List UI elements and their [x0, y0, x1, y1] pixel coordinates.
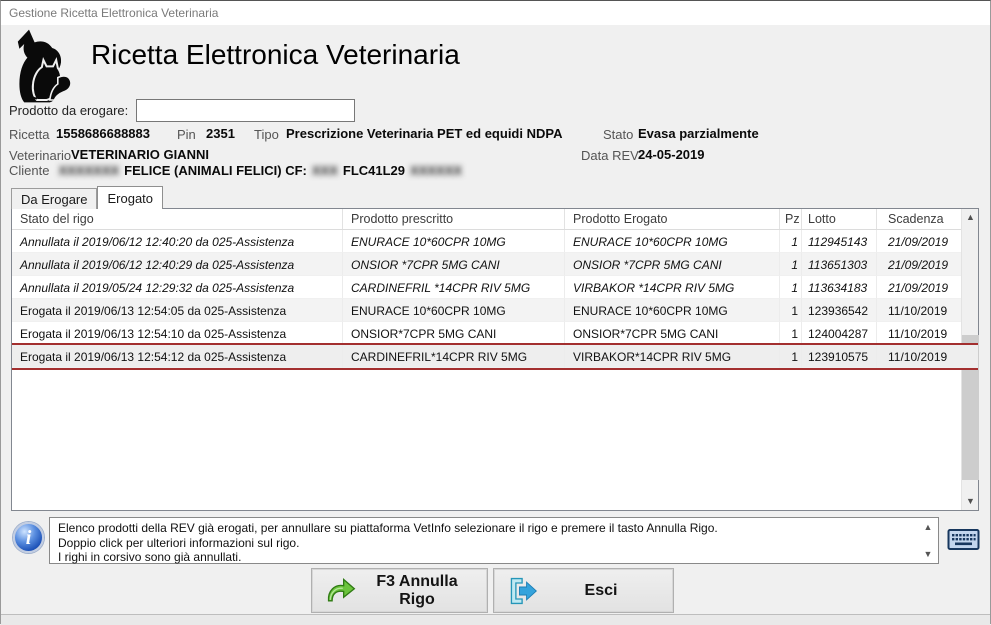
info-line-3: I righi in corsivo sono già annullati.: [58, 550, 242, 564]
cell-stato-del-rigo: Erogata il 2019/06/13 12:54:12 da 025-As…: [12, 345, 343, 368]
data-rev-value: 24-05-2019: [638, 147, 705, 162]
cell-stato-del-rigo: Erogata il 2019/06/13 12:54:10 da 025-As…: [12, 322, 343, 345]
bottom-strip: [1, 614, 990, 625]
cell-prodotto-erogato: ENURACE 10*60CPR 10MG: [565, 230, 780, 253]
cell-pz: 1: [780, 322, 802, 345]
cell-scadenza: 21/09/2019: [877, 230, 961, 253]
table-row[interactable]: Erogata il 2019/06/13 12:54:05 da 025-As…: [12, 299, 978, 322]
tab-erogato[interactable]: Erogato: [97, 186, 164, 209]
annulla-rigo-label: F3 Annulla Rigo: [376, 572, 458, 608]
cell-pz: 1: [780, 299, 802, 322]
esci-label: Esci: [584, 581, 618, 599]
stato-label: Stato: [603, 127, 634, 142]
cell-prodotto-prescritto: ENURACE 10*60CPR 10MG: [343, 230, 565, 253]
title-bar: Gestione Ricetta Elettronica Veterinaria: [1, 1, 990, 25]
cell-scadenza: 21/09/2019: [877, 276, 961, 299]
cell-scadenza: 11/10/2019: [877, 299, 961, 322]
cell-prodotto-erogato: ONSIOR*7CPR 5MG CANI: [565, 322, 780, 345]
ricetta-label: Ricetta: [9, 127, 50, 142]
cell-lotto: 123936542: [802, 299, 877, 322]
exit-icon: [510, 577, 537, 604]
info-line-1: Elenco prodotti della REV già erogati, p…: [58, 521, 718, 535]
tipo-value: Prescrizione Veterinaria PET ed equidi N…: [286, 126, 563, 141]
scrollbar-thumb[interactable]: [962, 335, 979, 480]
cell-prodotto-erogato: VIRBAKOR*14CPR RIV 5MG: [565, 345, 780, 368]
col-prodotto-erogato[interactable]: Prodotto Erogato: [565, 209, 780, 229]
cell-prodotto-prescritto: CARDINEFRIL *14CPR RIV 5MG: [343, 276, 565, 299]
tipo-label: Tipo: [254, 127, 279, 142]
data-rev-label: Data REV: [581, 148, 639, 163]
cell-prodotto-prescritto: ENURACE 10*60CPR 10MG: [343, 299, 565, 322]
veterinario-value: VETERINARIO GIANNI: [71, 147, 209, 162]
cliente-redacted-cf-end: XXXXXX: [410, 163, 463, 178]
tab-da-erogare[interactable]: Da Erogare: [11, 188, 98, 209]
erogato-table-panel: Stato del rigo Prodotto prescritto Prodo…: [11, 208, 979, 511]
cliente-label: Cliente: [9, 163, 50, 178]
scroll-up-icon[interactable]: ▲︎: [966, 212, 975, 222]
cell-lotto: 113651303: [802, 253, 877, 276]
info-scroll-down-icon[interactable]: ▼︎: [923, 549, 933, 559]
cell-prodotto-prescritto: CARDINEFRIL*14CPR RIV 5MG: [343, 345, 565, 368]
ricetta-value: 1558686688883: [56, 126, 150, 141]
page-title: Ricetta Elettronica Veterinaria: [91, 39, 460, 70]
info-message-box: Elenco prodotti della REV già erogati, p…: [49, 517, 939, 564]
cliente-redacted-name: XXXXXXX: [58, 163, 120, 178]
cell-lotto: 112945143: [802, 230, 877, 253]
table-row[interactable]: Annullata il 2019/06/12 12:40:29 da 025-…: [12, 253, 978, 276]
col-scadenza[interactable]: Scadenza: [888, 212, 944, 226]
cell-prodotto-prescritto: ONSIOR*7CPR 5MG CANI: [343, 322, 565, 345]
prodotto-da-erogare-input[interactable]: [136, 99, 355, 122]
cell-prodotto-erogato: ONSIOR *7CPR 5MG CANI: [565, 253, 780, 276]
cell-prodotto-erogato: VIRBAKOR *14CPR RIV 5MG: [565, 276, 780, 299]
dog-cat-logo-icon: [17, 29, 72, 103]
cell-stato-del-rigo: Annullata il 2019/05/24 12:29:32 da 025-…: [12, 276, 343, 299]
col-lotto[interactable]: Lotto: [802, 209, 877, 229]
scroll-down-icon[interactable]: ▼︎: [966, 496, 975, 506]
cell-scadenza: 21/09/2019: [877, 253, 961, 276]
cell-pz: 1: [780, 276, 802, 299]
cell-scadenza: 11/10/2019: [877, 322, 961, 345]
veterinario-label: Veterinario: [9, 148, 72, 163]
table-row[interactable]: Annullata il 2019/05/24 12:29:32 da 025-…: [12, 276, 978, 299]
cell-stato-del-rigo: Erogata il 2019/06/13 12:54:05 da 025-As…: [12, 299, 343, 322]
tab-bar: Da Erogare Erogato: [11, 186, 164, 209]
cliente-redacted-cf-start: XXX: [311, 163, 338, 178]
stato-value: Evasa parzialmente: [638, 126, 759, 141]
cliente-row: Cliente XXXXXXX FELICE (ANIMALI FELICI) …: [9, 163, 462, 178]
cell-pz: 1: [780, 230, 802, 253]
info-line-2: Doppio click per ulteriori informazioni …: [58, 535, 300, 550]
cell-stato-del-rigo: Annullata il 2019/06/12 12:40:29 da 025-…: [12, 253, 343, 276]
table-row[interactable]: Erogata il 2019/06/13 12:54:10 da 025-As…: [12, 322, 978, 345]
esci-button[interactable]: Esci: [493, 568, 674, 613]
cell-prodotto-prescritto: ONSIOR *7CPR 5MG CANI: [343, 253, 565, 276]
green-arrow-icon: [327, 577, 356, 601]
cell-lotto: 123910575: [802, 345, 877, 368]
pin-value: 2351: [206, 126, 235, 141]
cliente-value: FELICE (ANIMALI FELICI) CF:: [124, 163, 307, 178]
table-header: Stato del rigo Prodotto prescritto Prodo…: [12, 209, 978, 230]
cliente-cf-visible: FLC41L29: [342, 163, 406, 178]
table-row[interactable]: Annullata il 2019/06/12 12:40:20 da 025-…: [12, 230, 978, 253]
cell-scadenza: 11/10/2019: [877, 345, 961, 368]
col-prodotto-prescritto[interactable]: Prodotto prescritto: [343, 209, 565, 229]
annulla-rigo-button[interactable]: F3 Annulla Rigo: [311, 568, 488, 613]
cell-pz: 1: [780, 253, 802, 276]
cell-stato-del-rigo: Annullata il 2019/06/12 12:40:20 da 025-…: [12, 230, 343, 253]
table-body: Annullata il 2019/06/12 12:40:20 da 025-…: [12, 230, 978, 368]
cell-lotto: 113634183: [802, 276, 877, 299]
table-row[interactable]: Erogata il 2019/06/13 12:54:12 da 025-As…: [12, 345, 978, 368]
keyboard-icon[interactable]: [947, 527, 980, 552]
pin-label: Pin: [177, 127, 196, 142]
info-icon: i: [13, 522, 44, 553]
cell-pz: 1: [780, 345, 802, 368]
cell-lotto: 124004287: [802, 322, 877, 345]
window-title: Gestione Ricetta Elettronica Veterinaria: [9, 6, 219, 20]
col-stato-del-rigo[interactable]: Stato del rigo: [12, 209, 343, 229]
prodotto-da-erogare-label: Prodotto da erogare:: [9, 103, 129, 118]
col-pz[interactable]: Pz: [780, 209, 802, 229]
cell-prodotto-erogato: ENURACE 10*60CPR 10MG: [565, 299, 780, 322]
info-scroll-up-icon[interactable]: ▲︎: [923, 522, 933, 532]
